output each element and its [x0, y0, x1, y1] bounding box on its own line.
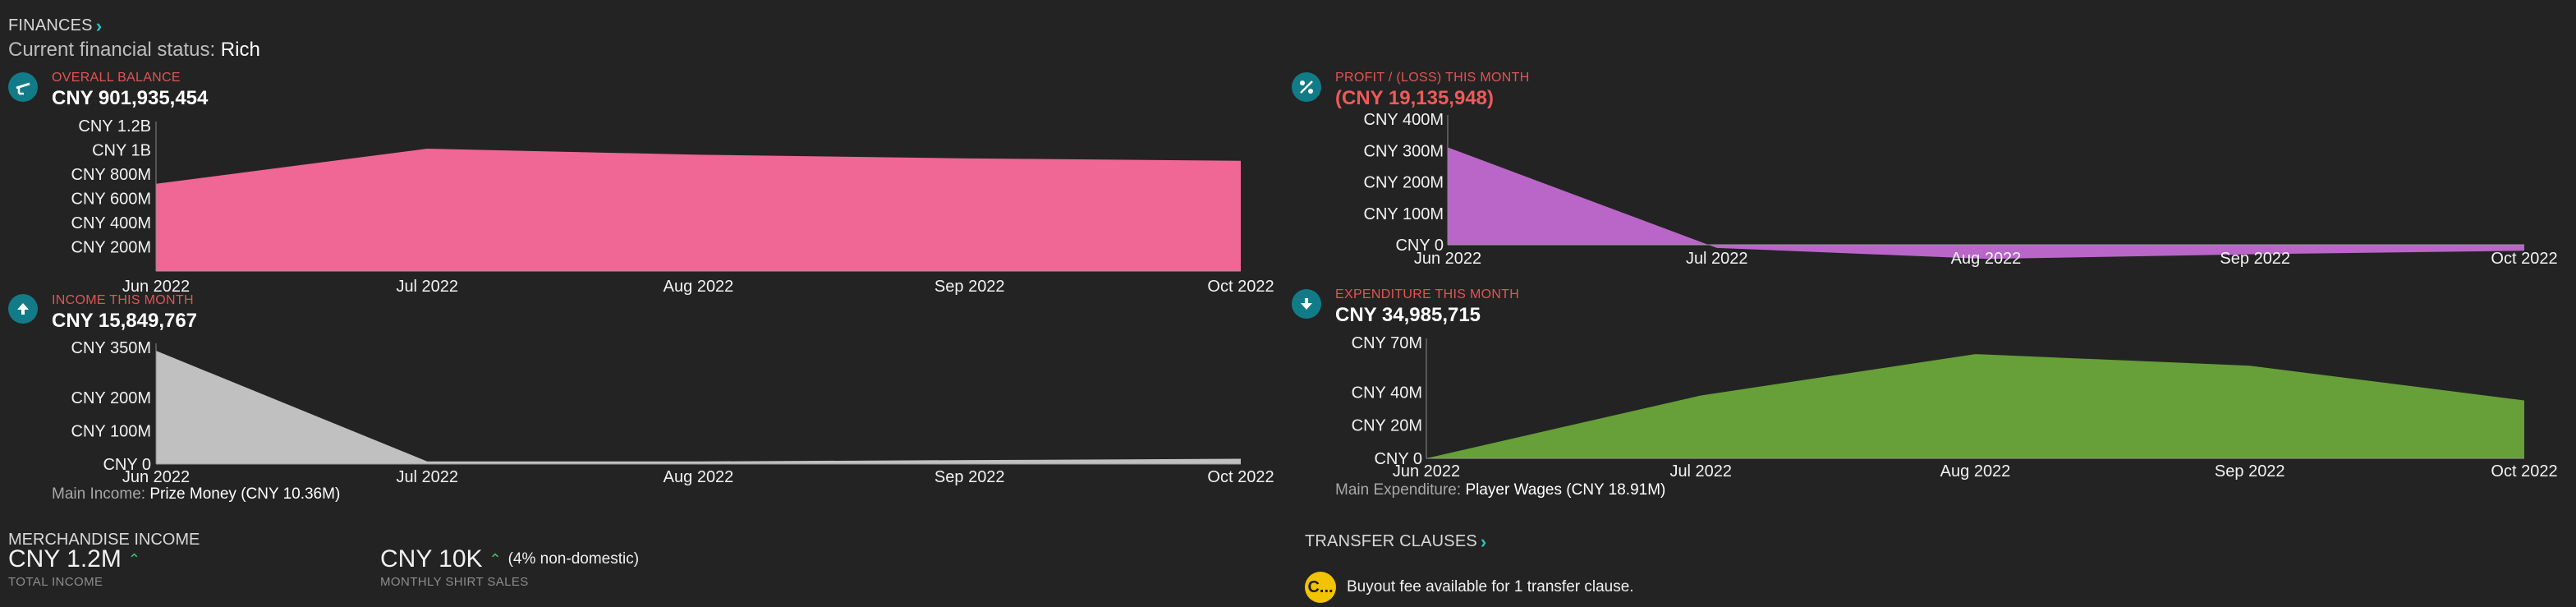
x-tick-label: Jul 2022 [396, 468, 458, 486]
merch-shirt-caption: MONTHLY SHIRT SALES [380, 575, 529, 589]
y-tick-label: CNY 800M [71, 166, 151, 184]
x-tick-label: Jul 2022 [1669, 462, 1732, 481]
profit-chart: CNY 0 CNY 100M CNY 200M CNY 300M CNY 400M Jun… [1364, 111, 2558, 268]
transfer-clause-message: Buyout fee available for 1 transfer clau… [1347, 578, 1634, 596]
y-tick-label: CNY 20M [1352, 417, 1422, 435]
financial-status: Current financial status: Rich [8, 39, 260, 62]
x-tick-label: Aug 2022 [1951, 250, 2022, 268]
y-tick-label: CNY 1B [92, 142, 151, 160]
x-tick-label: Jul 2022 [1686, 250, 1748, 268]
trend-up-icon: ⌃ [489, 550, 502, 568]
x-tick-label: Jun 2022 [1414, 250, 1481, 268]
y-tick-label: CNY 70M [1352, 334, 1422, 352]
y-tick-label: CNY 200M [71, 239, 151, 257]
y-tick-label: CNY 1.2B [78, 117, 151, 136]
y-tick-label: CNY 200M [71, 389, 151, 407]
main-expenditure-label: Main Expenditure: [1335, 481, 1462, 499]
x-tick-label: Aug 2022 [1940, 462, 2011, 481]
main-income-label: Main Income: [52, 485, 146, 503]
transfer-clauses-link[interactable]: TRANSFER CLAUSES › [1305, 532, 1486, 551]
y-tick-label: CNY 0 [103, 456, 151, 474]
main-income: Main Income: Prize Money (CNY 10.36M) [52, 485, 340, 504]
x-tick-label: Sep 2022 [2220, 250, 2290, 268]
expenditure-chart: CNY 0 CNY 20M CNY 40M CNY 70M Jun 2022 Jul 20… [1352, 334, 2558, 481]
x-tick-label: Sep 2022 [934, 278, 1005, 296]
main-expenditure: Main Expenditure: Player Wages (CNY 18.9… [1335, 481, 1665, 499]
merch-total-value: CNY 1.2M [8, 545, 122, 573]
y-tick-label: CNY 0 [1395, 237, 1444, 255]
balance-value: CNY 901,935,454 [52, 87, 209, 109]
x-tick-label: Oct 2022 [1207, 468, 1274, 486]
finances-label: FINANCES [8, 16, 93, 34]
merch-shirt-value: CNY 10K [380, 545, 483, 573]
y-tick-label: CNY 0 [1374, 450, 1422, 468]
arrow-down-icon [1292, 289, 1321, 319]
x-tick-label: Aug 2022 [664, 468, 734, 486]
merch-total: CNY 1.2M ⌃ [8, 545, 140, 573]
x-tick-label: Oct 2022 [1207, 278, 1274, 296]
profit-value: (CNY 19,135,948) [1335, 87, 1495, 109]
x-tick-label: Jun 2022 [122, 278, 190, 296]
y-tick-label: CNY 100M [71, 422, 151, 440]
percent-icon [1292, 72, 1321, 102]
merch-title: MERCHANDISE INCOME [8, 531, 200, 549]
main-income-value: Prize Money (CNY 10.36M) [149, 485, 341, 503]
area-series [1448, 147, 2524, 260]
expenditure-label: EXPENDITURE THIS MONTH [1335, 287, 1520, 301]
balance-label: OVERALL BALANCE [52, 71, 181, 85]
area-series [1426, 354, 2524, 458]
x-tick-label: Sep 2022 [934, 468, 1005, 486]
merch-shirts: CNY 10K ⌃ (4% non-domestic) [380, 545, 639, 573]
main-expenditure-value: Player Wages (CNY 18.91M) [1465, 481, 1666, 499]
y-tick-label: CNY 40M [1352, 384, 1422, 402]
x-tick-label: Oct 2022 [2491, 462, 2557, 481]
y-tick-label: CNY 600M [71, 191, 151, 209]
x-tick-label: Sep 2022 [2215, 462, 2285, 481]
chevron-right-icon: › [95, 15, 103, 36]
x-tick-label: Oct 2022 [2491, 250, 2557, 268]
income-value: CNY 15,849,767 [52, 310, 198, 332]
area-series [156, 351, 1241, 464]
y-tick-label: CNY 100M [1364, 205, 1444, 223]
merch-total-caption: TOTAL INCOME [8, 575, 103, 589]
status-value: Rich [220, 39, 260, 61]
x-tick-label: Jun 2022 [1393, 462, 1460, 481]
area-series [156, 149, 1241, 271]
balance-chart: CNY 200M CNY 400M CNY 600M CNY 800M CNY 1B CN… [71, 117, 1274, 296]
y-tick-label: CNY 350M [71, 339, 151, 357]
y-tick-label: CNY 300M [1364, 142, 1444, 160]
income-chart: CNY 0 CNY 100M CNY 200M CNY 350M Jun 2022 Jul… [71, 339, 1274, 486]
x-tick-label: Aug 2022 [664, 278, 734, 296]
income-label: INCOME THIS MONTH [52, 293, 194, 307]
trend-up-icon: ⌃ [127, 550, 140, 568]
x-tick-label: Jun 2022 [122, 468, 190, 486]
y-tick-label: CNY 200M [1364, 174, 1444, 192]
transfer-clauses-label: TRANSFER CLAUSES [1305, 532, 1477, 550]
status-prefix: Current financial status: [8, 39, 216, 61]
chevron-right-icon: › [1480, 531, 1487, 552]
merch-shirt-note: (4% non-domestic) [507, 550, 640, 568]
y-tick-label: CNY 400M [1364, 111, 1444, 129]
clause-badge[interactable]: C... [1305, 572, 1336, 603]
arrow-up-icon [8, 294, 38, 324]
x-tick-label: Jul 2022 [396, 278, 458, 296]
finances-link[interactable]: FINANCES › [8, 16, 102, 35]
scale-icon [8, 72, 38, 102]
profit-label: PROFIT / (LOSS) THIS MONTH [1335, 71, 1530, 85]
expenditure-value: CNY 34,985,715 [1335, 304, 1481, 326]
y-tick-label: CNY 400M [71, 214, 151, 232]
